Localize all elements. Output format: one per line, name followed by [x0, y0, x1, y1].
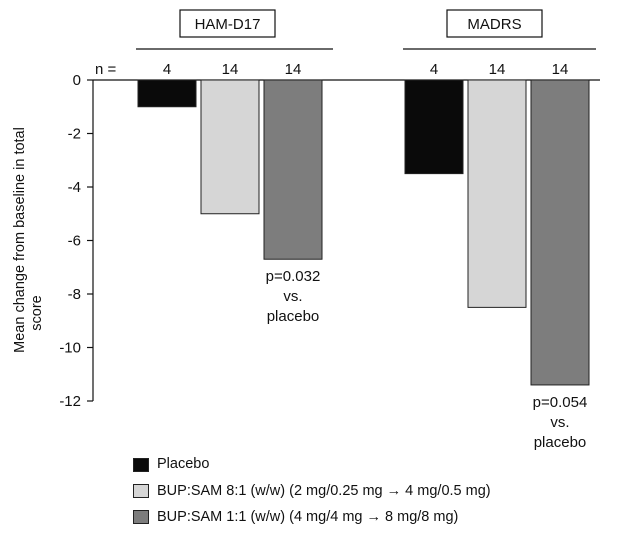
group-header-madrs: MADRS [467, 16, 521, 33]
group-headers: HAM-D17 MADRS [136, 9, 596, 50]
annotation-madrs-line-2: placebo [534, 434, 587, 451]
annotation-ham-d17-line-0: p=0.032 [266, 268, 321, 285]
annotations: p=0.032 vs. placebo p=0.054 vs. placebo [266, 268, 588, 451]
legend-swatch-placebo [133, 458, 149, 472]
y-tick-label: -8 [68, 286, 81, 303]
annotation-madrs-line-0: p=0.054 [533, 394, 588, 411]
bar-madrs-bup-sam-8-1-w-w-2-mg [467, 79, 527, 308]
group-header-ham-d17: HAM-D17 [195, 16, 261, 33]
legend-label-bup-sam-8-1: BUP:SAM 8:1 (w/w) (2 mg/0.25 mg → 4 mg/0… [157, 483, 491, 499]
legend: Placebo BUP:SAM 8:1 (w/w) (2 mg/0.25 mg … [133, 456, 613, 534]
y-tick-label: -4 [68, 179, 81, 196]
bar-madrs-bup-sam-1-1-w-w-4-mg [530, 79, 590, 386]
n-value-madrs: 4 [430, 61, 438, 78]
bars: 4 14 14 4 14 14 [137, 61, 590, 386]
n-value-ham-d17: 14 [222, 61, 239, 78]
n-value-ham-d17: 14 [285, 61, 302, 78]
legend-label-placebo: Placebo [157, 456, 210, 472]
bar-ham-d17-placebo [137, 79, 197, 108]
group-header-box-ham-d17 [179, 9, 276, 38]
y-axis-label: Mean change from baseline in totalscore [12, 127, 45, 353]
annotation-ham-d17-line-2: placebo [267, 308, 320, 325]
legend-swatch-bup-sam-8-1 [133, 484, 149, 498]
y-axis-label-line-2: score [29, 295, 45, 330]
legend-item-bup-sam-8-1: BUP:SAM 8:1 (w/w) (2 mg/0.25 mg → 4 mg/0… [133, 482, 613, 508]
y-tick-label: -12 [59, 393, 81, 410]
n-value-madrs: 14 [489, 61, 506, 78]
bar-chart: 0-2-4-6-8-10-12 HAM-D17 MADRS 4 14 14 4 14 14 … [12, 9, 600, 451]
legend-item-placebo: Placebo [133, 456, 613, 482]
legend-label-bup-sam-1-1: BUP:SAM 1:1 (w/w) (4 mg/4 mg → 8 mg/8 mg… [157, 509, 459, 525]
n-label: n = [95, 61, 117, 78]
annotation-ham-d17-line-1: vs. [283, 288, 302, 305]
annotation-madrs-line-1: vs. [550, 414, 569, 431]
y-axis-label-line-1: Mean change from baseline in total [12, 127, 28, 353]
y-tick-label: -6 [68, 233, 81, 250]
bar-madrs-placebo [404, 79, 464, 175]
legend-item-bup-sam-1-1: BUP:SAM 1:1 (w/w) (4 mg/4 mg → 8 mg/8 mg… [133, 508, 613, 534]
y-tick-label: -2 [68, 126, 81, 143]
n-value-ham-d17: 4 [163, 61, 171, 78]
bar-ham-d17-bup-sam-1-1-w-w-4-mg [263, 79, 323, 260]
y-tick-label: -10 [59, 340, 81, 357]
y-tick-label: 0 [73, 72, 81, 89]
legend-swatch-bup-sam-1-1 [133, 510, 149, 524]
n-value-madrs: 14 [552, 61, 569, 78]
bar-ham-d17-bup-sam-8-1-w-w-2-mg [200, 79, 260, 215]
group-header-box-madrs [446, 9, 543, 38]
